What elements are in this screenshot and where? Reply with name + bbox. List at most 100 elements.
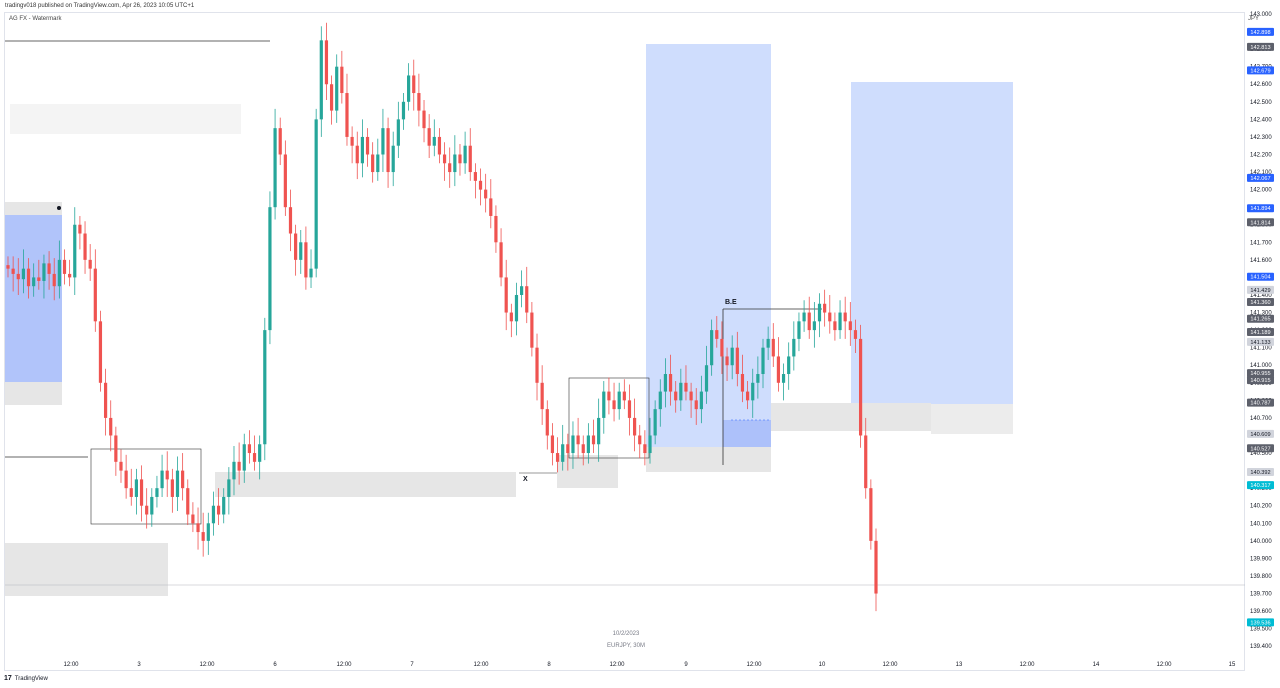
candle-body [139, 479, 144, 506]
price-label-140.317: 140.317 [1247, 481, 1274, 490]
price-label-text: 141.265 [1250, 317, 1270, 323]
x-tick-label: 14 [1093, 662, 1100, 668]
candle [376, 138, 380, 181]
candle-body [869, 488, 873, 541]
annotation-label: X [523, 476, 528, 483]
candle [864, 417, 868, 499]
candle-body [211, 505, 216, 524]
candle-body [648, 435, 652, 454]
price-label-text: 141.814 [1250, 220, 1270, 226]
candle-body [237, 461, 241, 471]
candle [98, 310, 103, 392]
price-label-text: 140.527 [1250, 446, 1270, 452]
candle-body [633, 417, 637, 436]
price-label-142.898: 142.898 [1247, 27, 1274, 36]
y-tick-label: 142.300 [1250, 135, 1272, 141]
center-date: 10/2/2023 [612, 631, 640, 637]
candle [612, 382, 616, 422]
candle [633, 398, 637, 452]
candle-body [766, 338, 770, 348]
candle [458, 143, 462, 176]
candle [407, 63, 411, 111]
candle [504, 259, 508, 331]
candle-body [448, 163, 452, 173]
price-label-text: 141.504 [1250, 275, 1270, 281]
candle-body [807, 312, 811, 331]
candle [668, 354, 673, 406]
candle [299, 230, 303, 274]
price-label-140.787: 140.787 [1247, 398, 1274, 407]
y-tick-label: 142.600 [1250, 82, 1272, 88]
x-tick-label: 12:00 [609, 662, 625, 668]
y-tick-label: 139.500 [1250, 627, 1272, 633]
price-label-bg [1247, 398, 1274, 407]
x-tick-label: 9 [684, 662, 688, 668]
price-label-bg [1247, 369, 1274, 378]
candle-body [607, 391, 611, 401]
price-label-text: 142.679 [1250, 68, 1270, 74]
price-label-bg [1247, 429, 1274, 438]
candle [283, 140, 287, 216]
candle [242, 433, 246, 483]
candle [823, 289, 827, 327]
price-label-bg [1247, 173, 1274, 182]
candle [756, 356, 760, 399]
candle [191, 502, 195, 533]
candle [586, 423, 590, 464]
footer-brand[interactable]: 17 TradingView [4, 675, 48, 682]
candle [715, 316, 719, 348]
candle-body [668, 374, 673, 392]
candle [653, 400, 657, 445]
candle-body [838, 312, 842, 331]
candle [304, 226, 308, 290]
candle [160, 454, 164, 497]
candle [6, 256, 10, 278]
price-label-141.429: 141.429 [1247, 285, 1274, 294]
candle-body [216, 505, 221, 515]
candle-body [355, 145, 359, 164]
candle [237, 442, 241, 485]
zone-10 [723, 420, 771, 447]
candle-body [335, 66, 339, 111]
candle [843, 296, 847, 339]
candle-body [32, 277, 36, 287]
candle-body [73, 224, 77, 278]
price-label-bg [1247, 481, 1274, 490]
candle-body [550, 435, 555, 454]
candle [396, 101, 400, 159]
candle [422, 100, 426, 143]
candle [57, 240, 61, 299]
candle [689, 382, 693, 418]
candle-body [853, 330, 858, 339]
y-tick-label: 140.200 [1250, 504, 1272, 510]
candle [427, 114, 431, 159]
candle-body [781, 374, 786, 383]
candle-body [47, 263, 51, 274]
candle [412, 59, 416, 111]
candle [576, 417, 580, 459]
candle-body [663, 374, 668, 392]
y-tick-label: 142.100 [1250, 170, 1272, 176]
candle-body [68, 273, 72, 278]
candle [489, 179, 493, 229]
price-label-bg [1247, 337, 1274, 346]
candle [273, 108, 277, 220]
candle-body [181, 470, 185, 489]
candle-body [478, 180, 483, 190]
candle [216, 488, 221, 526]
candle-body [730, 347, 734, 366]
candle-body [340, 66, 344, 94]
y-tick-label: 139.900 [1250, 556, 1272, 562]
candle [535, 333, 539, 401]
candle-body [109, 417, 113, 436]
candle-body [725, 356, 729, 366]
candle-body [175, 470, 180, 497]
candle-body [509, 312, 513, 322]
candle [329, 75, 334, 125]
footer-brand-label: TradingView [14, 675, 48, 682]
candle-body [586, 435, 590, 454]
candle-body [62, 259, 67, 274]
candle-body [222, 496, 226, 515]
candle-body [396, 119, 400, 146]
